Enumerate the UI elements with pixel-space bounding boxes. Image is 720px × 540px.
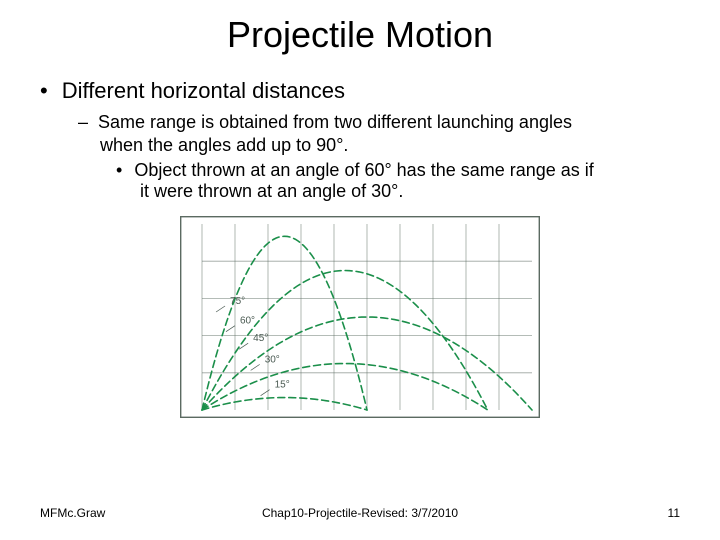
svg-text:45°: 45° <box>253 333 268 344</box>
bullet-dot-icon: • <box>40 78 48 104</box>
bullet-2-text-line2: when the angles add up to 90°. <box>100 135 680 156</box>
bullet-2-text-line1: Same range is obtained from two differen… <box>98 112 572 133</box>
trajectory-figure: 75° 60° 45° 30° 15° <box>180 216 540 418</box>
bullet-1-text: Different horizontal distances <box>62 78 345 104</box>
page-title: Projectile Motion <box>40 14 680 56</box>
svg-text:75°: 75° <box>230 296 245 307</box>
bullet-dot-small-icon: • <box>116 160 122 181</box>
bullet-3-text-line1: Object thrown at an angle of 60° has the… <box>134 160 593 181</box>
svg-text:60°: 60° <box>240 316 255 327</box>
svg-text:30°: 30° <box>265 354 280 365</box>
svg-text:15°: 15° <box>275 380 290 391</box>
bullet-level-2: – Same range is obtained from two differ… <box>78 112 680 133</box>
bullet-level-1: • Different horizontal distances <box>40 78 680 104</box>
footer-center: Chap10-Projectile-Revised: 3/7/2010 <box>262 506 458 520</box>
bullet-3-text-line2: it were thrown at an angle of 30°. <box>140 181 680 202</box>
bullet-level-3: • Object thrown at an angle of 60° has t… <box>116 160 680 181</box>
bullet-dash-icon: – <box>78 112 88 133</box>
slide-footer: MFMc.Graw Chap10-Projectile-Revised: 3/7… <box>0 506 720 520</box>
footer-author: MFMc.Graw <box>40 506 105 520</box>
footer-slide-number: 11 <box>668 506 680 520</box>
